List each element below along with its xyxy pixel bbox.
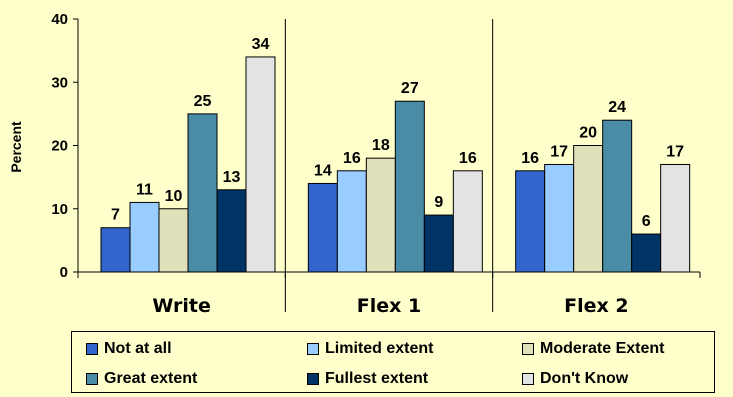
legend-item: Fullest extent <box>307 370 428 388</box>
data-label: 17 <box>666 143 684 160</box>
bar <box>307 182 338 273</box>
bar <box>245 56 276 273</box>
bar <box>394 100 425 273</box>
data-label: 9 <box>434 194 443 211</box>
data-label: 18 <box>372 137 390 154</box>
legend: Not at all Limited extent Moderate Extent G… <box>71 331 715 393</box>
legend-label: Fullest extent <box>325 370 429 387</box>
x-category-label: Write <box>152 295 210 317</box>
bar <box>452 170 483 273</box>
data-label: 24 <box>608 99 626 116</box>
legend-label: Don't Know <box>540 370 629 387</box>
legend-item: Great extent <box>86 370 197 388</box>
legend-label: Not at all <box>104 340 172 357</box>
data-label: 34 <box>252 36 270 53</box>
data-label: 16 <box>343 150 361 167</box>
data-label: 13 <box>223 169 241 186</box>
legend-item: Moderate Extent <box>522 340 664 358</box>
x-category-label: Flex 2 <box>564 295 628 317</box>
legend-label: Moderate Extent <box>540 340 665 357</box>
plot-area: 0 10 20 30 40 Write Flex 1 Flex 2 7 11 10 25 13 34 14 1… <box>51 11 701 317</box>
y-tick-label: 30 <box>51 74 68 91</box>
bar <box>129 201 160 273</box>
data-label: 17 <box>550 143 568 160</box>
bar-chart: 0 10 20 30 40 Write Flex 1 Flex 2 7 11 10 25 13 34 14 1… <box>8 11 701 317</box>
legend-item: Not at all <box>86 340 172 358</box>
x-category-label: Flex 1 <box>357 295 421 317</box>
bar <box>336 170 367 273</box>
legend-item: Don't Know <box>522 370 628 388</box>
bar <box>423 214 454 273</box>
y-tick-label: 10 <box>51 201 68 218</box>
data-label: 16 <box>459 150 477 167</box>
legend-swatch <box>522 343 534 355</box>
legend-swatch <box>307 373 319 385</box>
legend-label: Limited extent <box>325 340 434 357</box>
bar <box>602 119 633 273</box>
legend-swatch <box>86 343 98 355</box>
y-tick-label: 20 <box>51 138 68 155</box>
data-label: 6 <box>642 213 651 230</box>
legend-label: Great extent <box>104 370 198 387</box>
y-axis-label: Percent <box>8 121 24 173</box>
y-tick-label: 0 <box>60 264 68 281</box>
bar <box>216 189 247 273</box>
y-tick-label: 40 <box>51 11 68 28</box>
data-label: 14 <box>314 162 332 179</box>
legend-item: Limited extent <box>307 340 433 358</box>
data-label: 25 <box>194 93 212 110</box>
legend-swatch <box>307 343 319 355</box>
bar <box>573 145 604 273</box>
bar <box>365 157 396 273</box>
bar <box>158 208 189 273</box>
bar <box>187 113 218 273</box>
data-label: 7 <box>111 207 120 224</box>
bar <box>660 163 691 273</box>
data-label: 10 <box>165 188 183 205</box>
legend-swatch <box>522 373 534 385</box>
data-label: 27 <box>401 80 419 97</box>
data-label: 11 <box>136 181 153 198</box>
bar <box>631 233 662 273</box>
bar <box>515 170 546 273</box>
bar <box>544 163 575 273</box>
data-label: 20 <box>579 125 597 142</box>
bar <box>100 227 131 273</box>
data-label: 16 <box>521 150 539 167</box>
legend-swatch <box>86 373 98 385</box>
